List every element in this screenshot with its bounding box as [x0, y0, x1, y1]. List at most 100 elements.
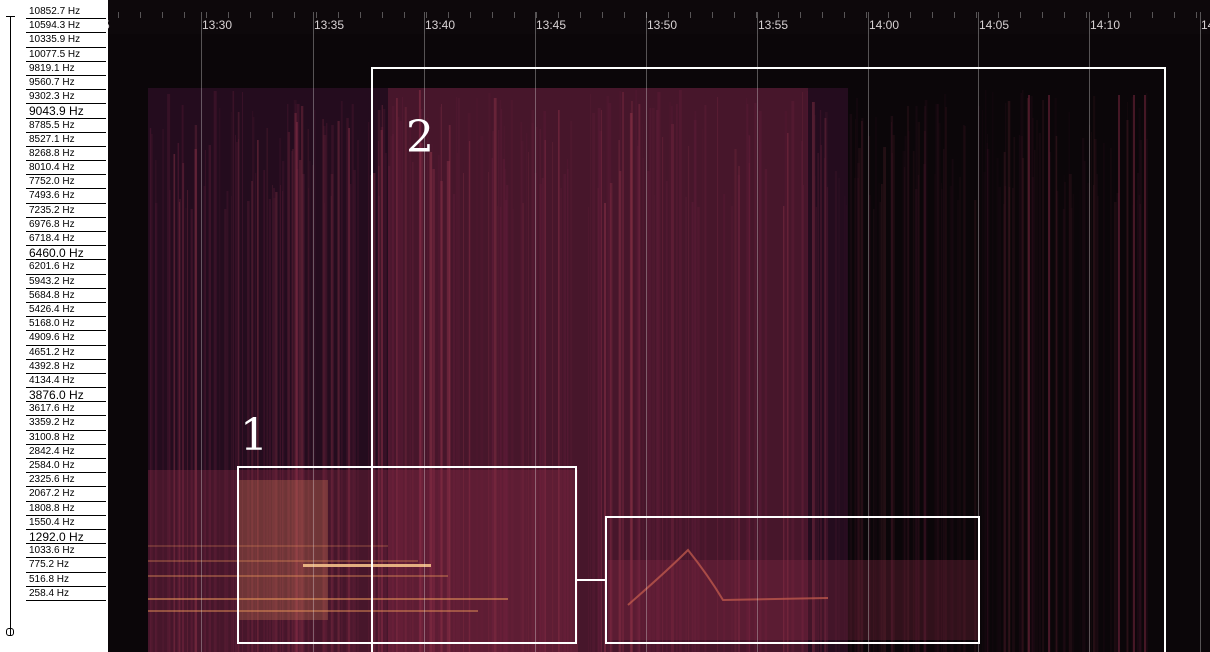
- frequency-label: 2325.6 Hz: [26, 473, 106, 488]
- minor-tick: [1196, 12, 1197, 18]
- time-gridline: [868, 12, 869, 652]
- frequency-label: 8527.1 Hz: [26, 133, 106, 147]
- time-gridline: [757, 12, 758, 652]
- frequency-label: 6976.8 Hz: [26, 218, 106, 232]
- frequency-label: 10594.3 Hz: [26, 19, 106, 34]
- region-1-detail-box: [605, 516, 980, 644]
- frequency-label: 5168.0 Hz: [26, 317, 106, 332]
- time-gridline: [313, 12, 314, 652]
- time-gridline: [201, 12, 202, 652]
- minor-tick: [206, 12, 207, 18]
- minor-tick: [756, 12, 757, 18]
- minor-tick: [294, 12, 295, 18]
- time-gridline: [646, 12, 647, 652]
- frequency-label: 5943.2 Hz: [26, 275, 106, 289]
- frequency-label: 3100.8 Hz: [26, 431, 106, 445]
- scrollbar-handle-icon[interactable]: [6, 628, 14, 636]
- spectrogram-image: [108, 0, 1210, 652]
- minor-tick: [602, 12, 603, 18]
- minor-tick: [1152, 12, 1153, 18]
- minor-tick: [822, 12, 823, 18]
- spectrogram-view[interactable]: 5 13:30 13:35 13:40 13:45 13:50 13:55 14:00 14:0…: [108, 0, 1210, 652]
- frequency-label: 1550.4 Hz: [26, 516, 106, 530]
- minor-tick: [272, 12, 273, 18]
- minor-tick: [844, 12, 845, 18]
- time-label: 14:1: [1201, 18, 1210, 32]
- frequency-label: 4909.6 Hz: [26, 331, 106, 346]
- minor-tick: [734, 12, 735, 18]
- time-gridline: [978, 12, 979, 652]
- frequency-label: 6718.4 Hz: [26, 232, 106, 247]
- time-ruler: 5 13:30 13:35 13:40 13:45 13:50 13:55 14:00 14:0…: [108, 0, 1210, 34]
- time-label: 13:40: [425, 18, 456, 32]
- frequency-label: 3359.2 Hz: [26, 416, 106, 431]
- minor-tick: [1020, 12, 1021, 18]
- time-label: 5: [108, 18, 110, 32]
- frequency-label: 3876.0 Hz: [26, 388, 106, 403]
- minor-tick: [624, 12, 625, 18]
- region-1-box: [237, 466, 577, 644]
- frequency-label: 2584.0 Hz: [26, 459, 106, 474]
- time-label: 14:00: [869, 18, 900, 32]
- minor-tick: [228, 12, 229, 18]
- minor-tick: [800, 12, 801, 18]
- minor-tick: [118, 12, 119, 18]
- minor-tick: [1064, 12, 1065, 18]
- frequency-label: 6201.6 Hz: [26, 260, 106, 275]
- region-2-label: 2: [406, 112, 434, 163]
- time-label: 13:55: [758, 18, 789, 32]
- frequency-label: 516.8 Hz: [26, 573, 106, 587]
- frequency-label: 775.2 Hz: [26, 558, 106, 573]
- minor-tick: [778, 12, 779, 18]
- minor-tick: [536, 12, 537, 18]
- frequency-axis-panel: 10852.7 Hz 10594.3 Hz 10335.9 Hz 10077.5 Hz…: [0, 0, 108, 652]
- minor-tick: [690, 12, 691, 18]
- minor-tick: [492, 12, 493, 18]
- time-gridline: [1200, 12, 1201, 652]
- frequency-label: 258.4 Hz: [26, 587, 106, 601]
- minor-tick: [580, 12, 581, 18]
- region-1-label: 1: [240, 410, 268, 461]
- minor-tick: [1174, 12, 1175, 18]
- frequency-label: 4651.2 Hz: [26, 346, 106, 360]
- time-gridline: [424, 12, 425, 652]
- frequency-label: 8268.8 Hz: [26, 147, 106, 162]
- frequency-label: 1033.6 Hz: [26, 544, 106, 559]
- frequency-label: 9043.9 Hz: [26, 104, 106, 119]
- time-label: 13:30: [202, 18, 233, 32]
- minor-tick: [954, 12, 955, 18]
- time-gridline: [1089, 12, 1090, 652]
- frequency-label: 8010.4 Hz: [26, 161, 106, 176]
- frequency-label: 3617.6 Hz: [26, 402, 106, 417]
- time-label: 13:35: [314, 18, 345, 32]
- scrollbar-top-cap: [6, 16, 15, 17]
- frequency-label: 1292.0 Hz: [26, 530, 106, 545]
- frequency-label: 7493.6 Hz: [26, 189, 106, 204]
- frequency-label-list: 10852.7 Hz 10594.3 Hz 10335.9 Hz 10077.5 Hz…: [26, 5, 106, 601]
- minor-tick: [558, 12, 559, 18]
- time-label: 14:05: [979, 18, 1010, 32]
- minor-tick: [404, 12, 405, 18]
- frequency-label: 9302.3 Hz: [26, 90, 106, 105]
- frequency-label: 5426.4 Hz: [26, 303, 106, 318]
- minor-tick: [668, 12, 669, 18]
- minor-tick: [514, 12, 515, 18]
- minor-tick: [1042, 12, 1043, 18]
- frequency-label: 7752.0 Hz: [26, 175, 106, 190]
- time-label: 13:45: [536, 18, 567, 32]
- minor-tick: [1086, 12, 1087, 18]
- minor-tick: [140, 12, 141, 18]
- frequency-label: 10077.5 Hz: [26, 48, 106, 62]
- time-label: 14:10: [1090, 18, 1121, 32]
- minor-tick: [932, 12, 933, 18]
- time-label: 13:50: [647, 18, 678, 32]
- frequency-label: 1808.8 Hz: [26, 502, 106, 516]
- frequency-scrollbar[interactable]: [6, 16, 16, 636]
- frequency-label: 10335.9 Hz: [26, 33, 106, 48]
- minor-tick: [910, 12, 911, 18]
- region-2-box: [371, 67, 1166, 652]
- frequency-label: 2067.2 Hz: [26, 487, 106, 502]
- frequency-label: 2842.4 Hz: [26, 445, 106, 459]
- minor-tick: [866, 12, 867, 18]
- frequency-label: 5684.8 Hz: [26, 289, 106, 303]
